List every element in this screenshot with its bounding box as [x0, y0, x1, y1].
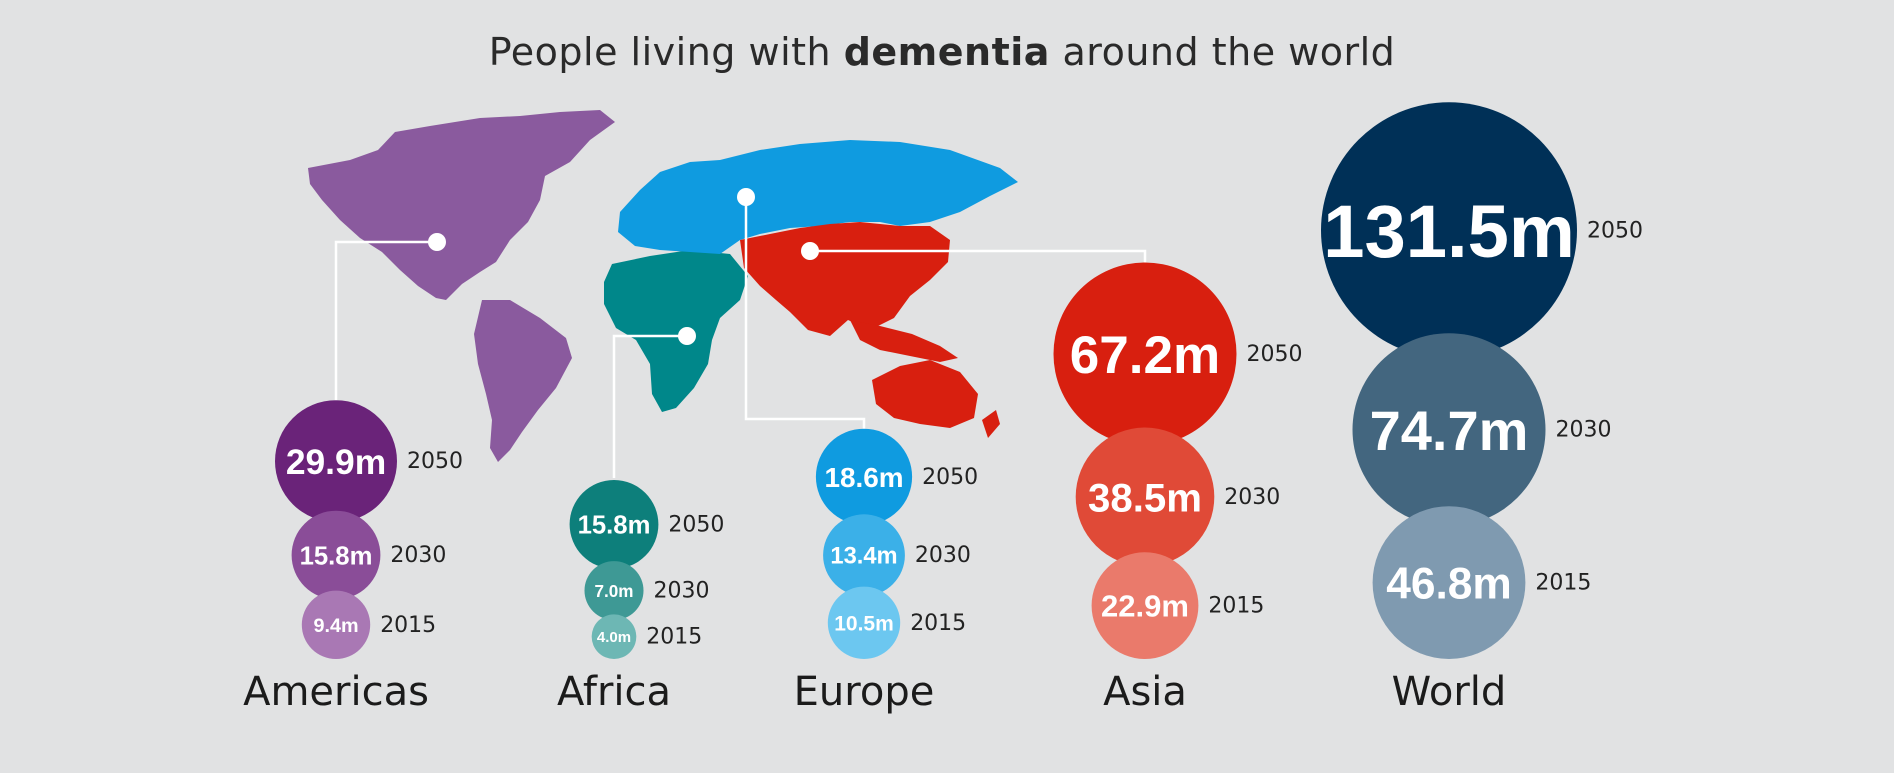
value-label-asia-2015: 22.9m — [1101, 589, 1189, 624]
bubble-group-europe: 18.6m 2050 13.4m 2030 10.5m 2015 Europe — [794, 428, 978, 715]
year-label-asia-2030: 2030 — [1224, 485, 1280, 510]
value-label-europe-2050: 18.6m — [824, 462, 903, 493]
value-label-asia-2030: 38.5m — [1088, 475, 1202, 520]
region-label-europe: Europe — [794, 669, 935, 715]
bubble-asia-2015 — [1091, 552, 1199, 659]
title-prefix: People living with — [488, 30, 844, 74]
connector-americas — [334, 240, 437, 404]
map-south-america — [474, 300, 572, 462]
pin-africa — [678, 327, 696, 345]
year-label-africa-2050: 2050 — [668, 512, 724, 537]
chart-title: People living with dementia around the w… — [0, 30, 1884, 74]
value-label-americas-2030: 15.8m — [300, 542, 373, 570]
year-label-europe-2050: 2050 — [922, 465, 978, 490]
bubble-group-asia: 67.2m 2050 38.5m 2030 22.9m 2015 Asia — [1053, 262, 1303, 715]
value-label-africa-2030: 7.0m — [595, 582, 634, 601]
value-label-europe-2030: 13.4m — [830, 544, 897, 570]
year-label-world-2015: 2015 — [1535, 571, 1591, 596]
bubble-africa-2050 — [569, 480, 659, 569]
bubble-world-2015 — [1372, 506, 1526, 659]
value-label-africa-2015: 4.0m — [597, 629, 631, 646]
bubble-europe-2030 — [823, 514, 905, 597]
title-suffix: around the world — [1049, 30, 1396, 74]
value-label-world-2050: 131.5m — [1323, 190, 1575, 273]
value-label-americas-2015: 9.4m — [313, 615, 358, 637]
pins — [428, 188, 819, 345]
year-label-world-2030: 2030 — [1556, 418, 1612, 443]
value-label-americas-2050: 29.9m — [286, 442, 386, 482]
region-label-africa: Africa — [557, 669, 671, 715]
world-map — [308, 110, 1018, 462]
bubble-group-world: 131.5m 2050 74.7m 2030 46.8m 2015 World — [1321, 102, 1643, 715]
map-australia — [872, 360, 978, 428]
connector-africa — [612, 334, 687, 478]
map-africa — [604, 250, 748, 412]
region-label-asia: Asia — [1103, 669, 1187, 715]
year-label-asia-2015: 2015 — [1208, 594, 1264, 619]
bubble-africa-2015 — [591, 614, 637, 659]
year-label-americas-2050: 2050 — [407, 449, 463, 474]
year-label-world-2050: 2050 — [1587, 218, 1643, 243]
map-eurasia-north — [618, 140, 1018, 254]
bubble-africa-2030 — [584, 561, 644, 621]
region-label-americas: Americas — [243, 669, 429, 715]
value-label-world-2015: 46.8m — [1386, 560, 1512, 609]
bubble-europe-2050 — [815, 428, 913, 525]
value-label-asia-2050: 67.2m — [1070, 326, 1221, 385]
bubble-asia-2030 — [1075, 427, 1215, 567]
value-label-europe-2015: 10.5m — [834, 612, 894, 635]
value-label-world-2030: 74.7m — [1370, 399, 1529, 462]
bubble-group-africa: 15.8m 2050 7.0m 2030 4.0m 2015 Africa — [557, 480, 724, 715]
year-label-americas-2015: 2015 — [380, 613, 436, 638]
bubble-americas-2050 — [275, 400, 397, 523]
bubble-americas-2030 — [291, 510, 381, 600]
bubble-group-americas: 29.9m 2050 15.8m 2030 9.4m 2015 Americas — [243, 400, 463, 715]
year-label-europe-2030: 2030 — [915, 543, 971, 568]
year-label-europe-2015: 2015 — [910, 611, 966, 636]
map-se-asia — [850, 320, 958, 362]
pin-europe — [737, 188, 755, 206]
year-label-africa-2015: 2015 — [646, 625, 702, 650]
title-bold: dementia — [843, 30, 1050, 74]
value-label-africa-2050: 15.8m — [578, 512, 651, 540]
pin-americas — [428, 233, 446, 251]
map-north-america — [308, 110, 615, 300]
bubble-americas-2015 — [301, 590, 371, 659]
region-label-world: World — [1392, 669, 1507, 715]
pin-asia — [801, 242, 819, 260]
bubble-world-2030 — [1352, 333, 1546, 527]
bubble-world-2050 — [1321, 102, 1577, 359]
year-label-asia-2050: 2050 — [1247, 342, 1303, 367]
year-label-africa-2030: 2030 — [654, 579, 710, 604]
map-asia — [740, 222, 950, 336]
bubble-europe-2015 — [827, 586, 901, 659]
year-label-americas-2030: 2030 — [390, 543, 446, 568]
map-new-zealand — [982, 410, 1000, 438]
bubble-asia-2050 — [1053, 262, 1237, 446]
